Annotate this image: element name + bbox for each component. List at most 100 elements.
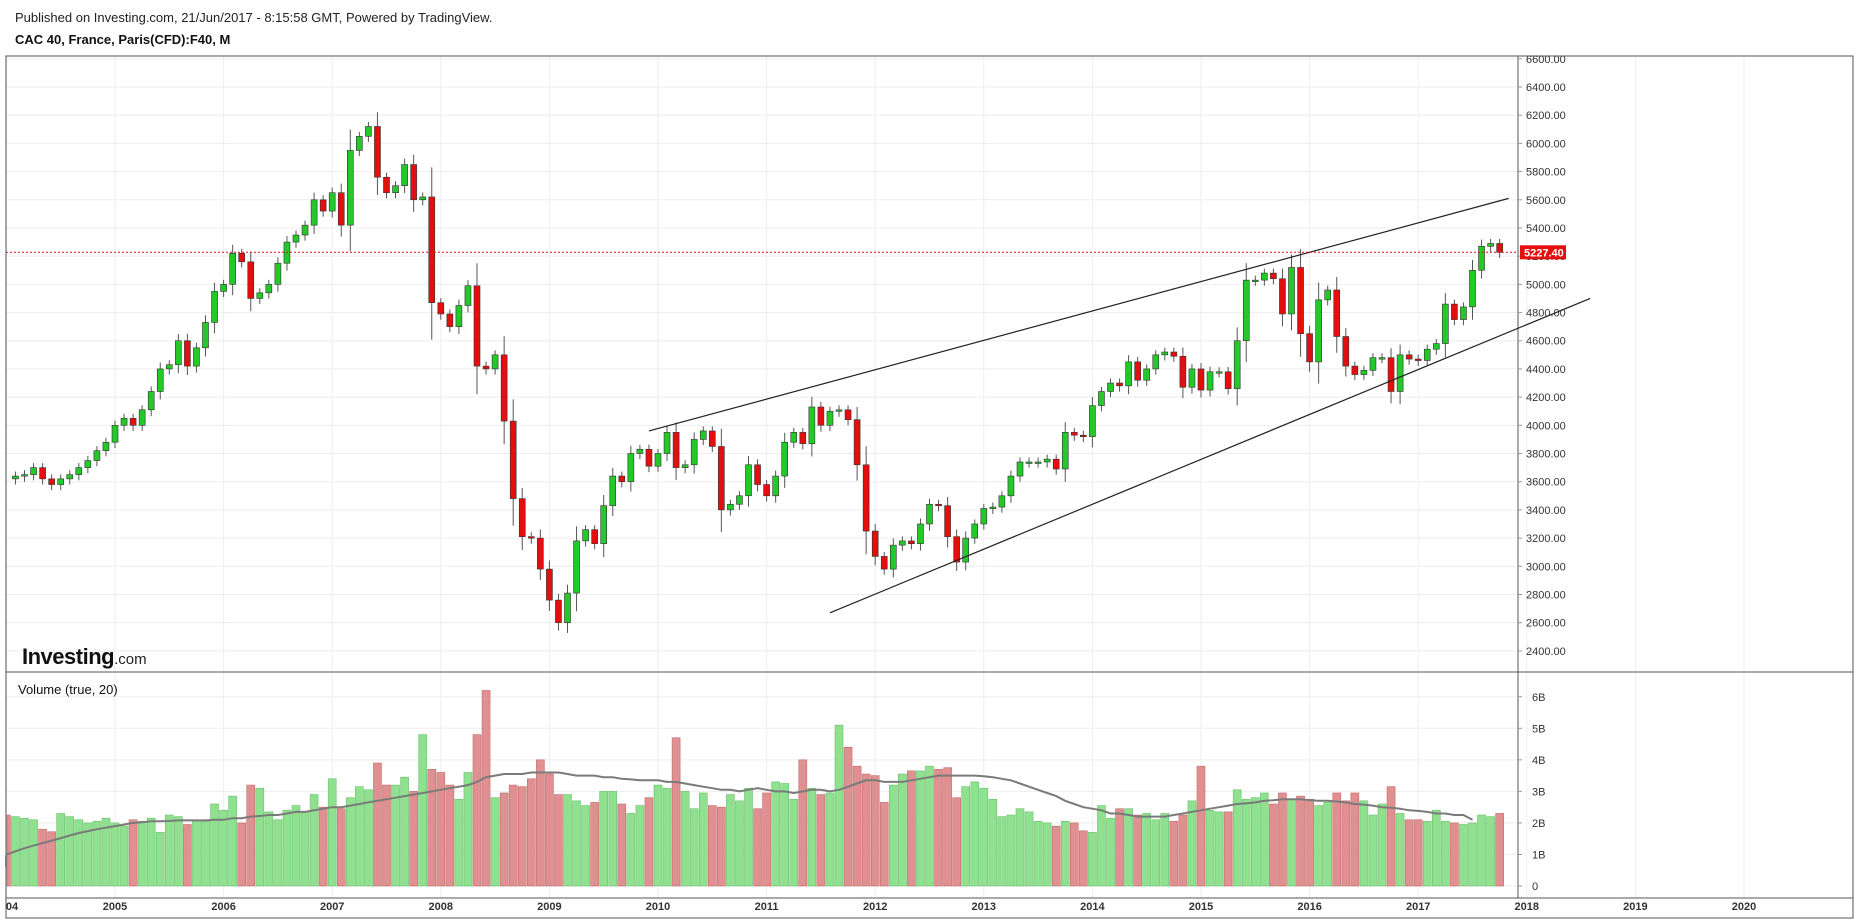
volume-bar-up — [780, 783, 790, 887]
candle-down — [1451, 303, 1458, 320]
candle-down — [853, 419, 861, 466]
volume-bar-up — [662, 787, 672, 887]
volume-bar-down — [1223, 811, 1233, 887]
volume-bar-down — [1350, 792, 1360, 887]
price-axis: 2400.00 2600.00 2800.00 3000.00 3200.00 3400.… — [1518, 54, 1566, 658]
candle-up — [220, 284, 227, 292]
candle-up — [1369, 357, 1377, 371]
volume-bar-up — [174, 816, 183, 887]
volume-bar-down — [798, 759, 808, 887]
volume-bar-down — [617, 803, 627, 887]
volume-bar-up — [1142, 813, 1151, 887]
candle-up — [971, 523, 979, 539]
volume-tick-label: 2B — [1532, 818, 1545, 830]
investing-logo: Investing.com — [22, 644, 147, 669]
candle-down — [1170, 351, 1178, 357]
candle-down — [518, 498, 526, 537]
volume-bar-up — [192, 819, 201, 887]
candle-up — [745, 464, 752, 497]
volume-bar-down — [517, 786, 527, 887]
candle-up — [980, 508, 988, 525]
candle-up — [12, 475, 19, 480]
volume-bar-down — [762, 792, 771, 887]
volume-bar-down — [1196, 765, 1206, 887]
candle-up — [455, 305, 463, 327]
volume-bar-up — [1124, 808, 1133, 887]
candle-up — [962, 537, 970, 563]
candle-down — [672, 432, 680, 468]
candle-down — [908, 540, 915, 545]
candle-down — [935, 503, 942, 507]
candle-up — [193, 347, 200, 367]
outer-frame — [5, 55, 1854, 919]
volume-bar-up — [572, 800, 581, 887]
volume-bar-down — [707, 805, 717, 887]
year-tick-label: 2015 — [1189, 901, 1213, 913]
volume-bar-up — [744, 787, 753, 887]
volume-bar-down — [373, 762, 382, 887]
candle-up — [57, 478, 65, 485]
volume-bar-up — [463, 772, 473, 887]
candle-up — [1007, 475, 1015, 497]
volume-bar-down — [1341, 800, 1351, 887]
candle-up — [826, 410, 834, 426]
candle-down — [238, 253, 245, 263]
price-tick-label: 5800.00 — [1526, 167, 1566, 179]
volume-bar-down — [436, 772, 446, 887]
candle-down — [473, 285, 481, 367]
candle-down — [555, 599, 562, 623]
candle-down — [1405, 354, 1413, 360]
volume-bar-down — [1169, 821, 1179, 887]
price-tick-label: 6000.00 — [1526, 138, 1566, 150]
candle-up — [491, 354, 499, 370]
volume-tick-label: 5B — [1532, 723, 1545, 735]
volume-bar-down — [481, 690, 491, 887]
volume-bar-down — [382, 784, 391, 887]
candle-up — [1261, 272, 1268, 281]
trendline-lower — [829, 297, 1591, 614]
year-tick-label: 2007 — [320, 901, 344, 913]
volume-bar-down — [554, 794, 563, 887]
year-tick-label: 2019 — [1623, 901, 1647, 913]
volume-bar-up — [255, 787, 265, 887]
candle-down — [618, 475, 626, 483]
volume-bar-up — [101, 817, 111, 887]
volume-bar-up — [29, 819, 38, 887]
candle-up — [1089, 405, 1096, 437]
candle-down — [763, 484, 770, 497]
volume-bar-up — [165, 814, 174, 887]
volume-bar-up — [454, 798, 464, 887]
trendline-upper — [648, 197, 1509, 432]
price-tick-label: 3200.00 — [1526, 533, 1566, 545]
trendlines[interactable] — [648, 197, 1591, 614]
time-axis: 04 2005 2006 2007 2008 2009 2010 2011 2012 2013 20… — [6, 901, 1756, 913]
candle-up — [1043, 458, 1051, 463]
candle-up — [1161, 351, 1169, 356]
volume-bar-up — [291, 805, 301, 887]
volume-bar-up — [300, 811, 310, 887]
volume-bar-up — [635, 805, 645, 887]
candle-down — [754, 464, 761, 485]
volume-bar-up — [155, 832, 165, 887]
volume-bar-down — [934, 769, 943, 887]
candle-down — [1197, 368, 1205, 391]
volume-bar-down — [870, 775, 880, 887]
candle-down — [1351, 365, 1359, 375]
volume-bar-up — [1441, 821, 1450, 887]
volume-bar-up — [834, 724, 844, 887]
candle-up — [464, 285, 472, 306]
candle-down — [1179, 355, 1187, 388]
volume-axis: 0 1B 2B 3B 4B 5B 6B — [1518, 692, 1545, 893]
candle-up — [365, 126, 372, 137]
candle-up — [1315, 299, 1322, 363]
candle-up — [573, 540, 580, 594]
volume-bar-up — [219, 810, 228, 887]
volume-bar-up — [83, 822, 93, 887]
volume-bar-up — [599, 791, 609, 887]
candle-down — [410, 164, 417, 201]
volume-bar-down — [1278, 792, 1287, 887]
volume-bar-up — [1006, 814, 1016, 887]
volume-bar-down — [6, 814, 11, 887]
candle-down — [39, 467, 46, 480]
